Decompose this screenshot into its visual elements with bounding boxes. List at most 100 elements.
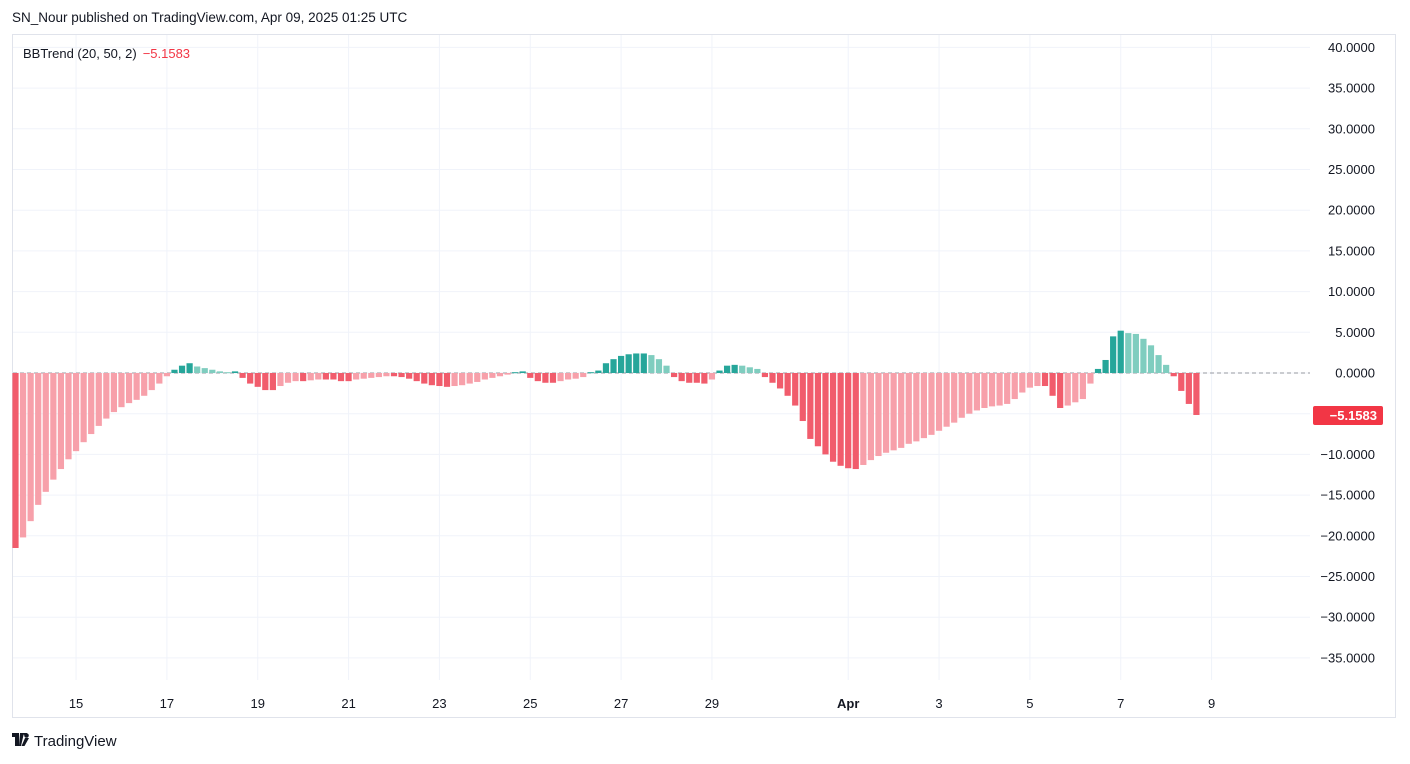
histogram-bar xyxy=(163,373,170,377)
histogram-bar xyxy=(746,367,753,373)
histogram-bar xyxy=(739,365,746,373)
histogram-bar xyxy=(262,373,269,391)
histogram-bar xyxy=(277,373,284,387)
x-tick-label: 21 xyxy=(341,696,355,711)
histogram-bar xyxy=(269,373,276,391)
histogram-bar xyxy=(141,373,148,396)
histogram-bar xyxy=(118,373,125,408)
histogram-bar xyxy=(618,355,625,373)
histogram-bar xyxy=(549,373,557,383)
histogram-bar xyxy=(845,373,852,469)
x-tick-label: 7 xyxy=(1117,696,1124,711)
y-tick-label: 40.0000 xyxy=(1328,40,1375,55)
indicator-name: BBTrend (20, 50, 2) xyxy=(23,46,137,61)
histogram-bar xyxy=(943,373,950,427)
histogram-bar xyxy=(451,373,458,387)
histogram-bar xyxy=(814,373,822,447)
histogram-bar xyxy=(769,373,776,383)
histogram-bar xyxy=(239,373,246,378)
histogram-bar xyxy=(35,373,42,505)
histogram-bar xyxy=(807,373,814,439)
histogram-bar xyxy=(247,373,254,384)
footer-branding[interactable]: TradingView xyxy=(12,731,117,750)
histogram-bar xyxy=(421,373,428,384)
y-tick-label: 25.0000 xyxy=(1328,162,1375,177)
histogram-bar xyxy=(443,373,451,387)
histogram-bar xyxy=(284,373,292,383)
histogram-bar xyxy=(1072,373,1079,403)
histogram-bar xyxy=(436,373,443,387)
histogram-bar xyxy=(852,373,859,470)
histogram-bar xyxy=(1026,373,1033,388)
histogram-bar xyxy=(928,373,935,435)
y-tick-label: 35.0000 xyxy=(1328,81,1375,96)
histogram-bar xyxy=(890,373,897,451)
histogram-bar xyxy=(731,364,738,373)
histogram-bar xyxy=(610,359,617,373)
y-tick-label: 15.0000 xyxy=(1328,243,1375,258)
histogram-bar xyxy=(754,368,761,373)
histogram-bar xyxy=(368,373,375,378)
histogram-bar xyxy=(542,373,549,383)
histogram-bar xyxy=(133,373,140,400)
histogram-bar xyxy=(315,373,322,380)
histogram-bar xyxy=(595,370,602,373)
histogram-bar xyxy=(194,366,201,373)
histogram-bar xyxy=(1064,373,1071,406)
histogram-bar xyxy=(1155,355,1162,373)
publisher-header: SN_Nour published on TradingView.com, Ap… xyxy=(12,10,408,25)
histogram-bar xyxy=(95,373,102,426)
histogram-bar xyxy=(784,373,791,396)
y-tick-label: 0.0000 xyxy=(1335,366,1375,381)
histogram-bar xyxy=(1193,373,1200,415)
histogram-bar xyxy=(1057,373,1064,409)
histogram-bar xyxy=(353,373,360,380)
histogram-bar xyxy=(1110,336,1117,373)
histogram-bar xyxy=(1004,373,1011,404)
histogram-bar xyxy=(996,373,1003,406)
histogram-bar xyxy=(973,373,980,411)
histogram-bar xyxy=(186,363,193,373)
histogram-bar xyxy=(519,371,526,373)
histogram-bar xyxy=(1170,373,1177,377)
y-tick-label: −35.0000 xyxy=(1320,650,1375,665)
histogram-bar xyxy=(466,373,473,384)
histogram-bar xyxy=(1140,338,1147,373)
histogram-bar xyxy=(148,373,155,391)
y-tick-label: −10.0000 xyxy=(1320,447,1375,462)
histogram-bar xyxy=(633,353,640,373)
histogram-bar xyxy=(1094,368,1102,373)
histogram-bar xyxy=(1185,373,1192,404)
histogram-bar xyxy=(1178,373,1185,391)
histogram-bar xyxy=(110,373,118,413)
histogram-bar xyxy=(686,373,693,383)
histogram-bar xyxy=(587,372,594,374)
histogram-bar xyxy=(224,372,231,374)
histogram-bar xyxy=(489,373,496,378)
histogram-bar xyxy=(860,373,867,465)
histogram-bar xyxy=(799,373,806,422)
histogram-bar xyxy=(913,373,920,442)
histogram-bar xyxy=(398,373,405,378)
histogram-bar xyxy=(330,373,337,380)
histogram-bar xyxy=(171,369,178,373)
histogram-bar xyxy=(57,373,65,470)
histogram-bar xyxy=(1079,373,1086,400)
y-tick-label: −30.0000 xyxy=(1320,610,1375,625)
y-tick-label: 30.0000 xyxy=(1328,121,1375,136)
histogram-bar xyxy=(459,373,466,386)
histogram-bar xyxy=(307,373,314,381)
histogram-bar xyxy=(383,373,390,377)
indicator-legend[interactable]: BBTrend (20, 50, 2) −5.1583 xyxy=(23,46,190,61)
histogram-bar xyxy=(12,373,19,549)
histogram-bar xyxy=(723,365,731,373)
histogram-bar xyxy=(958,373,965,418)
y-tick-label: −25.0000 xyxy=(1320,569,1375,584)
histogram-bar xyxy=(1132,333,1139,373)
tradingview-logo-icon xyxy=(12,731,30,750)
histogram-bar xyxy=(80,373,87,443)
x-tick-label: 5 xyxy=(1026,696,1033,711)
indicator-value: −5.1583 xyxy=(142,46,191,61)
histogram-bar xyxy=(981,373,988,409)
